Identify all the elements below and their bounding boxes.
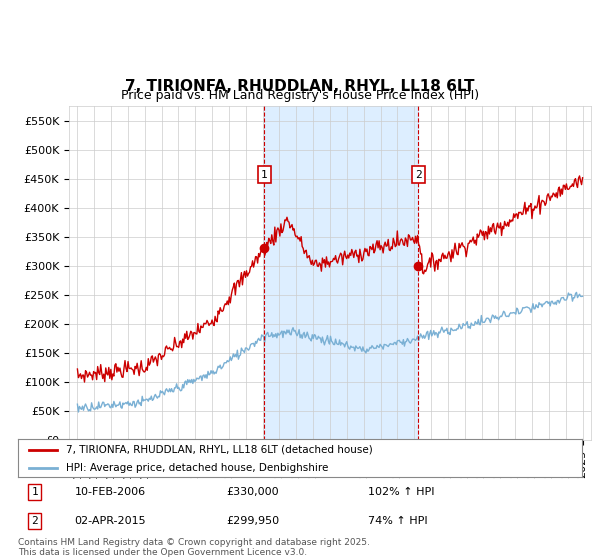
- Text: 7, TIRIONFA, RHUDDLAN, RHYL, LL18 6LT: 7, TIRIONFA, RHUDDLAN, RHYL, LL18 6LT: [125, 78, 475, 94]
- Text: £299,950: £299,950: [227, 516, 280, 526]
- Text: 2: 2: [32, 516, 38, 526]
- Text: 02-APR-2015: 02-APR-2015: [74, 516, 146, 526]
- Text: 7, TIRIONFA, RHUDDLAN, RHYL, LL18 6LT (detached house): 7, TIRIONFA, RHUDDLAN, RHYL, LL18 6LT (d…: [66, 445, 373, 455]
- Text: 102% ↑ HPI: 102% ↑ HPI: [368, 487, 434, 497]
- Text: 74% ↑ HPI: 74% ↑ HPI: [368, 516, 427, 526]
- Text: £330,000: £330,000: [227, 487, 280, 497]
- Text: Price paid vs. HM Land Registry's House Price Index (HPI): Price paid vs. HM Land Registry's House …: [121, 89, 479, 102]
- Text: 2: 2: [415, 170, 422, 180]
- Text: 1: 1: [261, 170, 268, 180]
- Text: HPI: Average price, detached house, Denbighshire: HPI: Average price, detached house, Denb…: [66, 463, 328, 473]
- Text: 10-FEB-2006: 10-FEB-2006: [74, 487, 146, 497]
- Text: Contains HM Land Registry data © Crown copyright and database right 2025.
This d: Contains HM Land Registry data © Crown c…: [18, 538, 370, 557]
- Bar: [265, 106, 418, 440]
- Text: 1: 1: [32, 487, 38, 497]
